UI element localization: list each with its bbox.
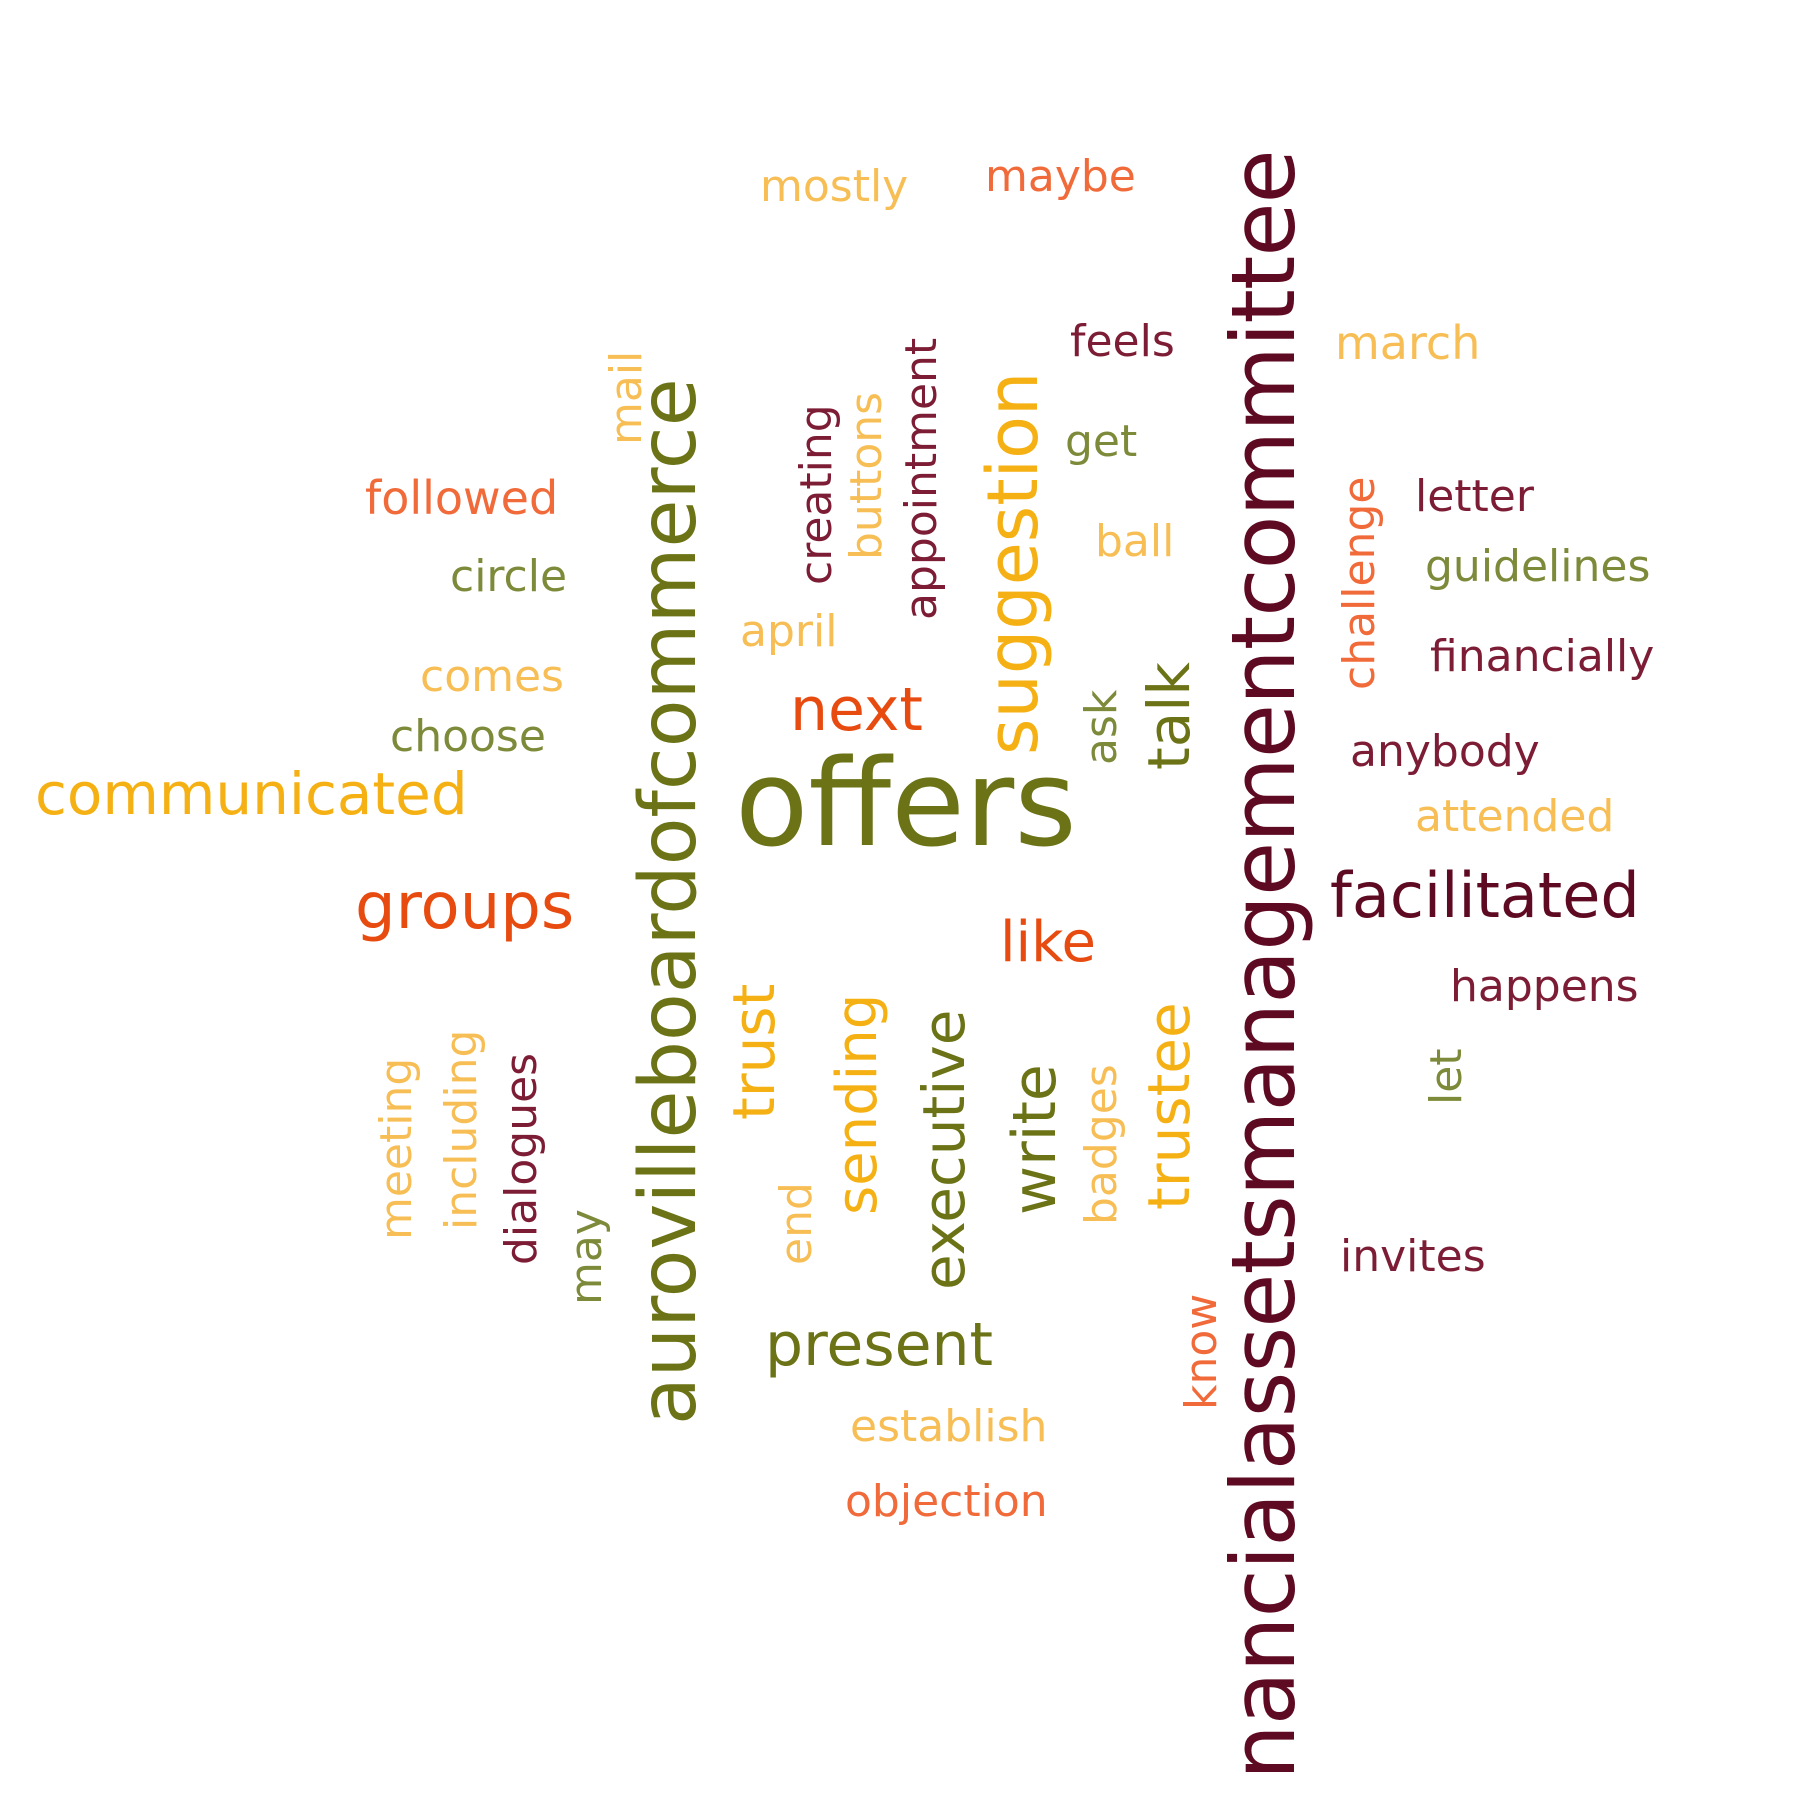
word-dialogues: dialogues [496,1052,547,1265]
word-april: april [740,606,838,657]
word-mostly: mostly [760,161,909,212]
word-offers: offers [735,735,1077,874]
word-attended: attended [1415,791,1615,842]
word-appointment: appointment [896,337,947,620]
word-letter: letter [1415,471,1534,522]
word-ball: ball [1095,516,1175,567]
word-suggestion: suggestion [972,371,1054,755]
word-badges: badges [1076,1064,1127,1225]
word-choose: choose [390,711,546,762]
word-invites: invites [1340,1231,1486,1282]
word-including: including [436,1029,487,1230]
word-march: march [1335,316,1481,370]
word-trustee: trustee [1135,1002,1203,1210]
word-comes: comes [420,651,564,702]
word-circle: circle [450,551,568,602]
word-aurovilleboardofcommerce: aurovilleboardofcommerce [624,378,714,1425]
word-communicated: communicated [35,760,468,828]
word-get: get [1065,416,1138,467]
word-objection: objection [845,1476,1048,1527]
word-facilitated: facilitated [1330,859,1640,932]
word-executive: executive [910,1009,978,1290]
word-trust: trust [720,983,788,1120]
word-talk: talk [1135,662,1203,770]
word-buttons: buttons [841,391,892,560]
word-meeting: meeting [371,1057,422,1240]
word-establish: establish [850,1401,1048,1452]
word-groups: groups [355,870,575,944]
word-maybe: maybe [985,151,1136,202]
word-know: know [1176,1293,1227,1410]
word-financially: financially [1430,631,1655,682]
word-sending: sending [825,993,890,1215]
word-guidelines: guidelines [1425,541,1651,592]
word-may: may [561,1209,612,1305]
word-challenge: challenge [1334,476,1385,690]
word-nancialassetsmanagementcommittee: nancialassetsmanagementcommittee [1212,150,1315,1780]
word-anybody: anybody [1350,726,1540,777]
word-present: present [765,1310,994,1380]
word-followed: followed [365,471,559,525]
word-like: like [1000,910,1097,975]
word-write: write [1000,1064,1070,1215]
word-feels: feels [1070,316,1175,367]
word-ask: ask [1076,689,1127,765]
word-creating: creating [791,404,842,585]
word-next: next [790,675,923,745]
word-mail: mail [601,350,652,445]
word-end: end [771,1182,822,1265]
word-happens: happens [1450,961,1639,1012]
word-let: let [1421,1048,1472,1105]
